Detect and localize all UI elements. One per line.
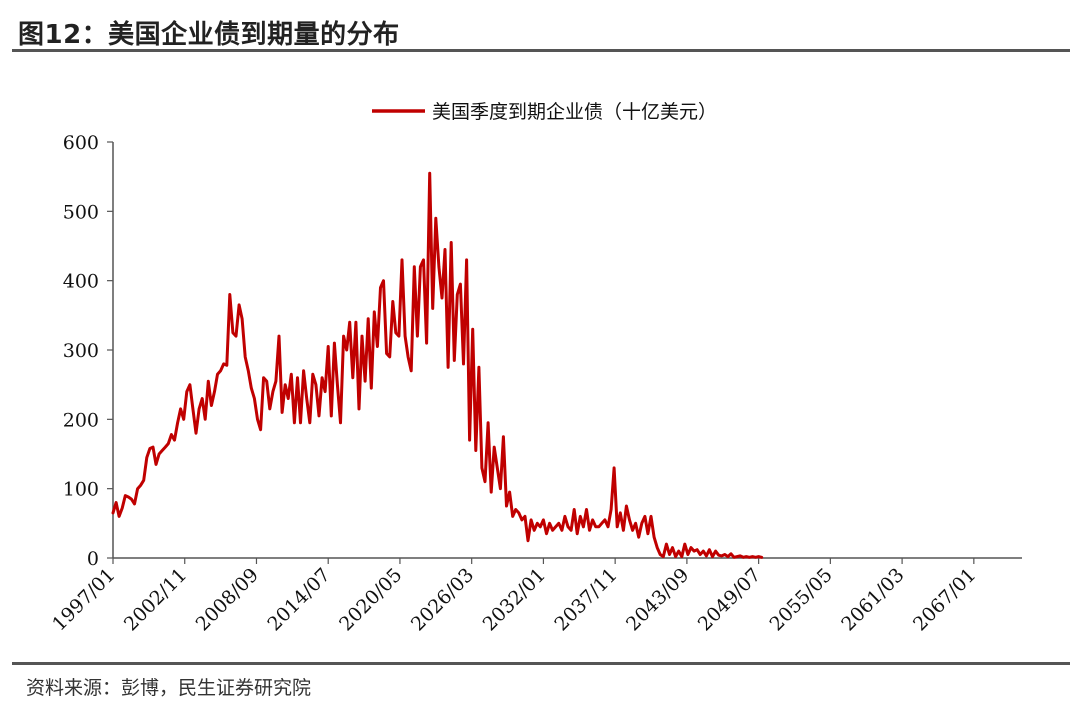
x-tick-label: 2020/05 [335,564,406,635]
y-tick-label: 300 [63,340,99,362]
source-note: 资料来源：彭博，民生证券研究院 [26,677,312,699]
x-tick-label: 2026/03 [407,564,478,635]
line-chart: 美国季度到期企业债（十亿美元） 0 100 200 300 400 500 600 1997… [48,101,1022,635]
x-tick-label: 2008/09 [192,564,263,635]
x-tick-label: 2043/09 [622,564,693,635]
series-layer [111,171,764,559]
x-tick-label: 2067/01 [909,564,980,635]
x-tick-label: 2032/01 [479,564,550,635]
y-tick-label: 200 [63,409,99,431]
x-tick-label: 2061/03 [837,564,908,635]
y-tick-label: 400 [63,271,99,293]
footer-rule [12,662,1070,665]
chart-legend: 美国季度到期企业债（十亿美元） [372,101,717,123]
y-tick-label: 0 [87,548,99,570]
y-tick-label: 600 [63,132,99,154]
x-tick-label: 2037/11 [550,564,621,635]
title-rule [12,49,1070,52]
series-line-0 [111,171,764,559]
y-axis: 0 100 200 300 400 500 600 [63,132,114,570]
x-tick-label: 2014/07 [263,564,334,635]
x-tick-label: 2055/05 [766,564,837,635]
x-tick-label: 1997/01 [48,564,119,635]
x-axis: 1997/01 2002/11 2008/09 2014/07 2020/05 2026/… [48,557,1022,635]
x-tick-label: 2049/07 [694,564,765,635]
x-tick-label: 2002/11 [120,564,191,635]
figure-title: 图12：美国企业债到期量的分布 [18,20,400,50]
legend-label: 美国季度到期企业债（十亿美元） [432,101,717,123]
y-tick-label: 500 [63,201,99,223]
y-tick-label: 100 [63,479,99,501]
